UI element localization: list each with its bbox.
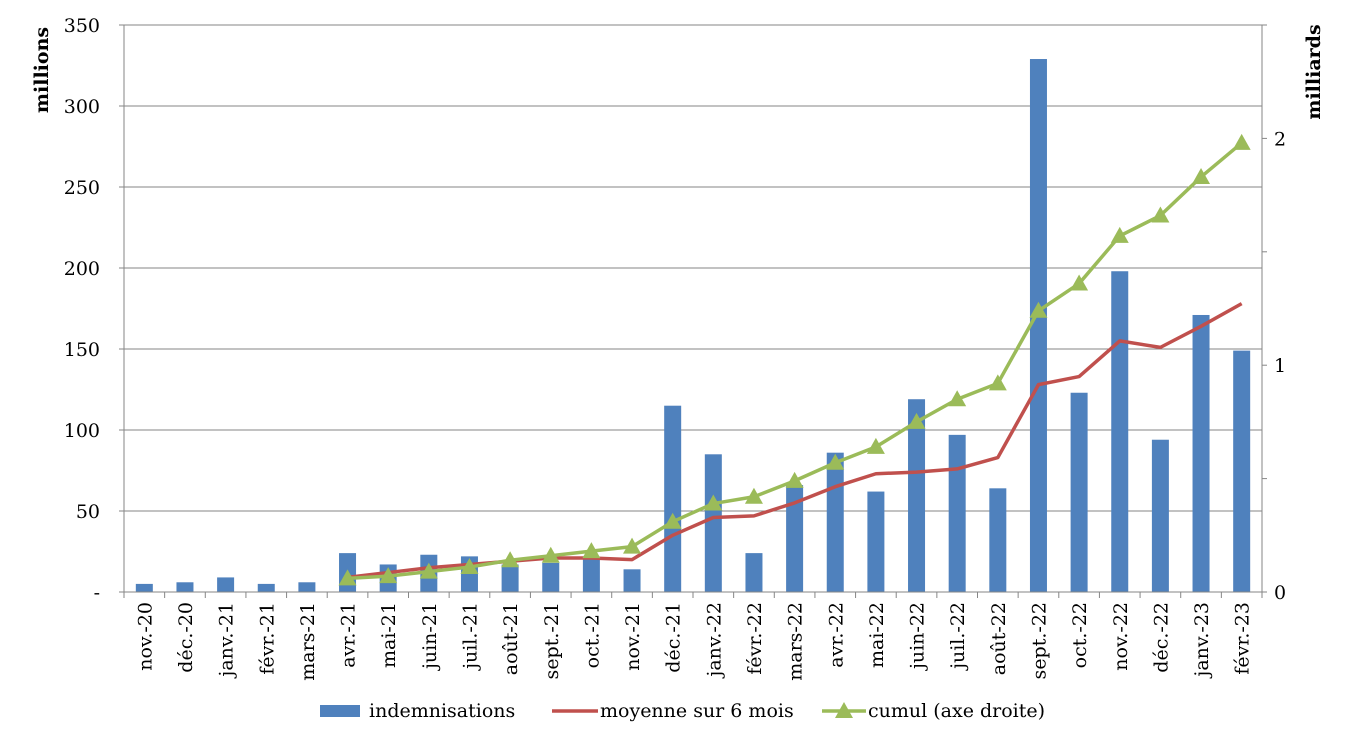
x-tick-label: avr.-22 <box>825 602 847 668</box>
y-tick-label: 300 <box>64 96 100 118</box>
triangle-marker <box>866 437 885 454</box>
y-tick-label: 200 <box>64 258 100 280</box>
bar <box>542 562 560 592</box>
bar <box>582 557 600 592</box>
x-tick-label: févr.-21 <box>256 602 278 675</box>
y2-axis-label: milliards <box>1303 24 1325 119</box>
triangle-marker <box>1151 206 1170 223</box>
legend: indemnisations moyenne sur 6 mois cumul (a… <box>320 700 1045 722</box>
x-tick-label: nov.-21 <box>622 602 644 671</box>
legend-label: cumul (axe droite) <box>868 700 1045 722</box>
bar <box>501 564 519 592</box>
triangle-marker <box>948 390 967 407</box>
x-tick-label: déc.-21 <box>663 602 685 673</box>
bar <box>948 434 966 592</box>
triangle-marker <box>663 512 682 529</box>
x-tick-label: sept.-22 <box>1028 602 1050 679</box>
bar <box>867 491 885 592</box>
x-tick-label: nov.-20 <box>134 602 156 671</box>
x-tick-label: janv.-22 <box>703 602 725 679</box>
triangle-marker <box>1232 133 1251 150</box>
triangle-marker <box>744 487 763 504</box>
x-tick-label: juin-22 <box>907 602 929 671</box>
x-tick-label: mars-21 <box>297 602 319 681</box>
x-tick-label: janv.-21 <box>216 602 238 679</box>
bar <box>1029 59 1047 592</box>
y-tick-label: 50 <box>76 501 100 523</box>
x-tick-label: juin-21 <box>419 602 441 671</box>
x-tick-label: déc.-22 <box>1150 602 1172 673</box>
x-tick-label: juil.-22 <box>947 602 969 671</box>
bar <box>826 452 844 592</box>
x-tick-label: nov.-22 <box>1110 602 1132 671</box>
x-tick-label: oct.-22 <box>1069 602 1091 668</box>
bar <box>623 569 641 592</box>
x-tick-label: sept.-21 <box>541 602 563 679</box>
bar <box>989 488 1007 592</box>
y-tick-label: - <box>94 582 100 604</box>
x-tick-label: mars-22 <box>785 602 807 681</box>
gridlines <box>124 24 1262 512</box>
triangle-marker <box>826 453 845 470</box>
bar <box>1111 271 1129 592</box>
legend-label: indemnisations <box>369 700 515 722</box>
bar <box>1192 314 1210 592</box>
triangle-marker <box>419 562 438 579</box>
y2-tick-label: 2 <box>1274 128 1286 150</box>
x-tick-label: juil.-21 <box>459 602 481 671</box>
bar <box>298 582 316 592</box>
bar <box>1070 392 1088 592</box>
x-tick-label: janv.-23 <box>1191 602 1213 679</box>
x-tick-label: mai-21 <box>378 602 400 668</box>
bar <box>786 485 804 592</box>
y-tick-label: 100 <box>64 420 100 442</box>
x-tick-label: déc.-20 <box>175 602 197 673</box>
x-tick-label: août-21 <box>500 602 522 675</box>
triangle-marker <box>988 374 1007 391</box>
triangle-marker <box>704 494 723 511</box>
triangle-marker <box>582 542 601 559</box>
line-series <box>338 133 1251 586</box>
x-tick-label: avr.-21 <box>338 602 360 668</box>
triangle-marker <box>379 567 398 584</box>
legend-label: moyenne sur 6 mois <box>600 700 794 722</box>
triangle-marker <box>1070 274 1089 291</box>
triangle-marker <box>623 537 642 554</box>
y2-tick-label: 0 <box>1274 582 1286 604</box>
triangle-marker <box>541 546 560 563</box>
bar <box>135 583 153 592</box>
x-tick-label: févr.-23 <box>1232 602 1254 675</box>
triangle-marker <box>1192 167 1211 184</box>
x-tick-label: mai-22 <box>866 602 888 668</box>
x-tick-label: oct.-21 <box>581 602 603 668</box>
bar <box>257 583 275 592</box>
axes <box>119 24 1267 598</box>
y2-tick-label: 1 <box>1274 355 1286 377</box>
y-tick-label: 150 <box>64 339 100 361</box>
triangle-marker <box>907 412 926 429</box>
bar <box>745 553 763 592</box>
triangle-marker <box>1110 226 1129 243</box>
x-tick-label: août-22 <box>988 602 1010 675</box>
y-tick-label: 250 <box>64 177 100 199</box>
triangle-marker <box>1029 301 1048 318</box>
legend-triangle-marker <box>835 702 853 718</box>
y-tick-label: 350 <box>64 15 100 37</box>
triangle-marker <box>785 471 804 488</box>
bar <box>217 577 235 592</box>
bar <box>704 454 722 592</box>
bar <box>664 405 682 592</box>
tick-labels: - 50 100 150 200 250 300 350 0 1 2 nov.-20 déc.-20 ja… <box>64 15 1286 681</box>
bar <box>176 582 194 592</box>
legend-swatch-bar <box>320 705 360 717</box>
x-tick-label: févr.-22 <box>744 602 766 675</box>
bar <box>1151 439 1169 592</box>
triangle-marker <box>460 558 479 575</box>
bar <box>1233 350 1251 592</box>
triangle-marker <box>501 551 520 568</box>
bar <box>908 399 926 592</box>
triangle-marker <box>338 569 357 586</box>
y-axis-label: millions <box>31 27 53 113</box>
